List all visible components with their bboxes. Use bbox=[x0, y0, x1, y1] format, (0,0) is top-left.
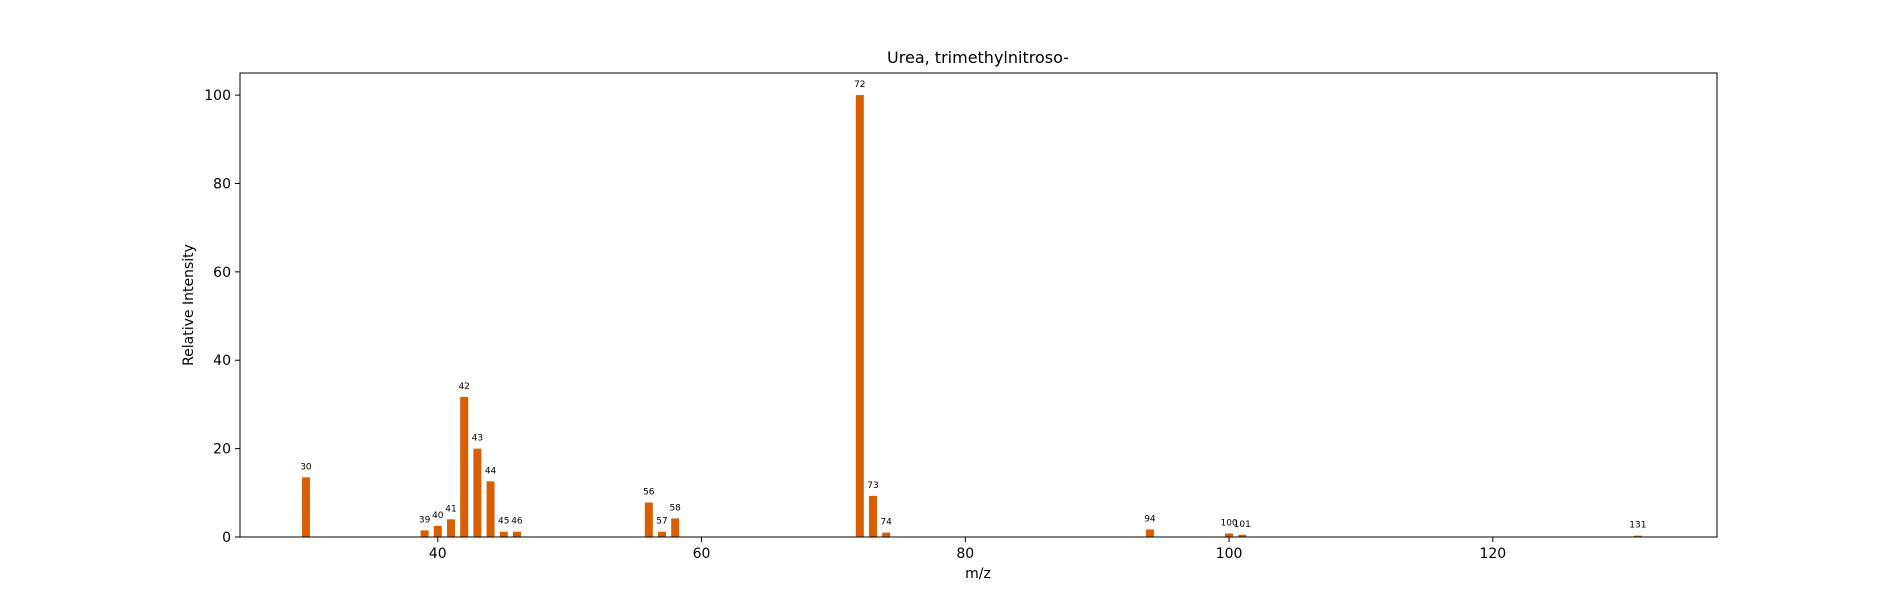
bar-value-label: 44 bbox=[485, 466, 497, 476]
y-tick-label: 20 bbox=[213, 442, 231, 458]
spectrum-bar bbox=[433, 525, 442, 537]
bar-value-label: 40 bbox=[432, 511, 444, 521]
bar-value-label: 46 bbox=[511, 517, 523, 527]
bar-value-label: 41 bbox=[445, 504, 456, 514]
x-tick-label: 60 bbox=[693, 546, 711, 562]
bar-value-label: 72 bbox=[854, 80, 865, 90]
bar-value-label: 45 bbox=[498, 517, 509, 527]
chart-title: Urea, trimethylnitroso- bbox=[887, 48, 1069, 67]
y-axis-label: Relative Intensity bbox=[181, 244, 197, 366]
spectrum-bar bbox=[882, 532, 891, 537]
spectrum-bar bbox=[447, 519, 455, 537]
x-tick-label: 80 bbox=[956, 546, 974, 562]
y-tick-label: 100 bbox=[204, 88, 231, 104]
spectrum-bar bbox=[486, 481, 495, 537]
bar-value-label: 30 bbox=[300, 462, 312, 472]
bar-value-label: 58 bbox=[669, 503, 681, 513]
spectrum-bar bbox=[301, 477, 310, 537]
x-tick-label: 100 bbox=[1216, 546, 1243, 562]
x-tick-label: 120 bbox=[1479, 546, 1506, 562]
bar-value-label: 39 bbox=[419, 515, 431, 525]
spectrum-bar bbox=[473, 448, 482, 537]
spectrum-bar bbox=[460, 396, 469, 537]
spectrum-bar bbox=[1225, 533, 1234, 537]
bar-value-label: 43 bbox=[472, 434, 483, 444]
bars-group bbox=[301, 95, 1642, 537]
bar-value-label: 56 bbox=[643, 488, 655, 498]
spectrum-bar bbox=[1633, 535, 1642, 537]
bar-value-label: 74 bbox=[880, 518, 892, 528]
x-tick-label: 40 bbox=[429, 546, 447, 562]
y-tick-label: 40 bbox=[213, 353, 231, 369]
spectrum-bar bbox=[1238, 534, 1247, 537]
bar-value-label: 42 bbox=[458, 382, 469, 392]
bar-value-label: 57 bbox=[656, 517, 667, 527]
plot-frame bbox=[239, 72, 1718, 538]
y-tick-label: 60 bbox=[213, 265, 231, 281]
spectrum-bar bbox=[869, 495, 877, 537]
bar-value-label: 73 bbox=[867, 481, 878, 491]
x-axis-label: m/z bbox=[965, 566, 991, 582]
y-tick-label: 0 bbox=[222, 530, 231, 546]
y-tick-label: 80 bbox=[213, 176, 231, 192]
spectrum-bar bbox=[499, 531, 508, 537]
spectrum-bar bbox=[855, 95, 864, 537]
axis-ticks: 40 60 80 100 120 0 20 40 60 80 100 bbox=[204, 88, 1506, 562]
spectrum-bar bbox=[671, 518, 680, 537]
bar-value-label: 94 bbox=[1144, 514, 1156, 524]
spectrum-bar bbox=[658, 531, 666, 537]
spectrum-bar bbox=[512, 531, 521, 537]
spectrum-bar bbox=[1145, 529, 1154, 537]
bar-value-label: 101 bbox=[1234, 520, 1251, 530]
spectrum-bar bbox=[420, 530, 429, 537]
bar-value-label: 100 bbox=[1220, 518, 1237, 528]
spectrum-bar bbox=[644, 502, 653, 537]
bar-value-label: 131 bbox=[1629, 521, 1646, 531]
